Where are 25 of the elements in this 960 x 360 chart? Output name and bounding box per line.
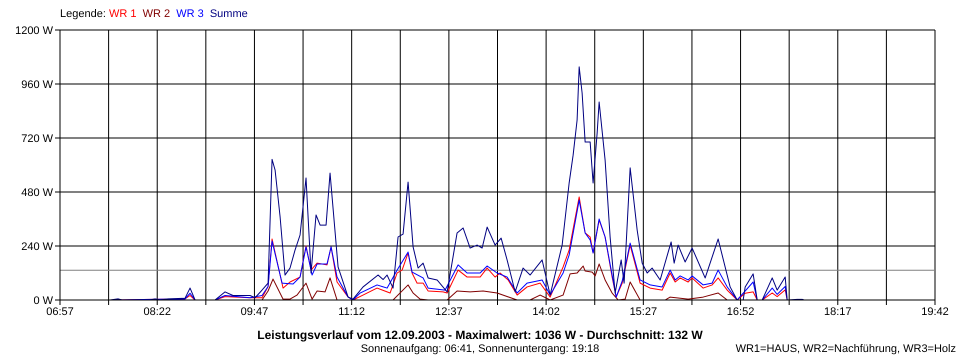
x-tick-label: 08:22	[143, 306, 171, 318]
text: Summe	[210, 8, 248, 20]
text: Sonnenaufgang: 06:41, Sonnenuntergang: 19:18	[360, 343, 600, 355]
x-tick-label: 14:02	[532, 306, 560, 318]
x-tick-label: 19:42	[921, 306, 949, 318]
y-tick-label: 240 W	[21, 240, 54, 253]
x-tick-label: 12:37	[435, 306, 463, 318]
y-tick-label: 960 W	[21, 78, 54, 91]
y-tick-label: 720 W	[21, 132, 54, 145]
line-series	[110, 66, 805, 300]
x-tick-label: 11:12	[338, 306, 366, 318]
x-tick-label: 18:17	[824, 306, 852, 318]
y-tick-label: 480 W	[21, 186, 54, 199]
text: WR 2	[142, 8, 170, 20]
x-tick-label: 06:57	[46, 306, 74, 318]
x-tick-label: 16:52	[726, 306, 754, 318]
text: Leistungsverlauf vom 12.09.2003 - Maximalwert: 1036 W - Durchschnitt: 132 W	[257, 328, 703, 342]
x-tick-label: 09:47	[240, 306, 268, 318]
text: WR 3	[176, 8, 204, 20]
text: WR 1	[108, 8, 136, 20]
y-tick-label: 0 W	[33, 294, 54, 307]
x-tick-label: 15:27	[630, 306, 658, 318]
legend-title: Legende:	[60, 8, 106, 20]
text: WR1=HAUS, WR2=Nachführung, WR3=Holz	[736, 343, 956, 355]
y-tick-label: 1200 W	[15, 24, 54, 37]
